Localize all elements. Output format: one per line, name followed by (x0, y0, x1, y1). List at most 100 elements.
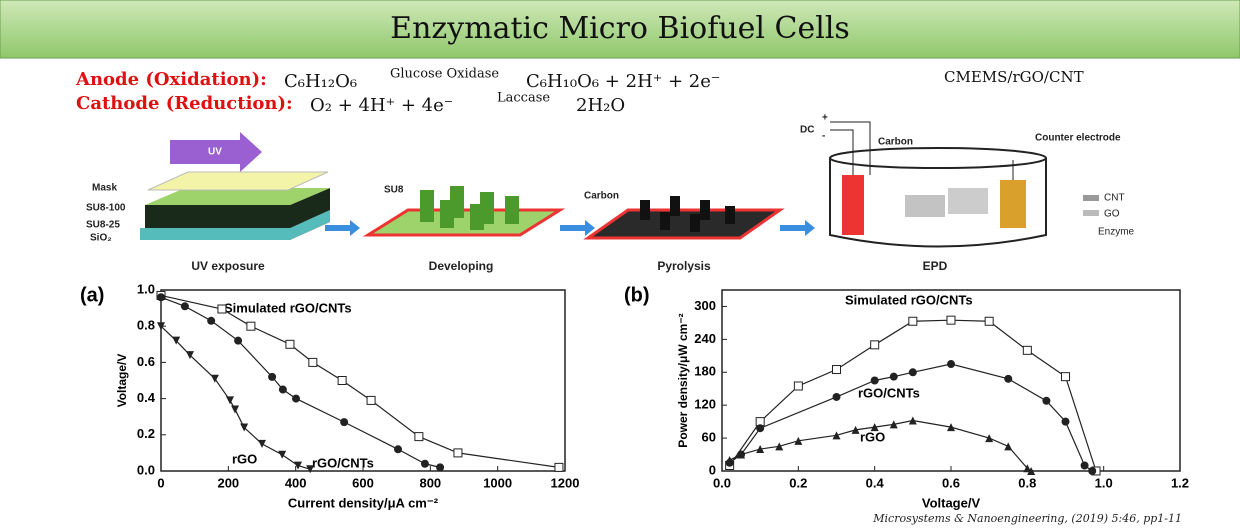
marker (292, 394, 301, 403)
marker (1004, 442, 1013, 451)
marker (185, 351, 194, 360)
marker (794, 436, 803, 445)
marker (908, 416, 917, 425)
marker (1027, 467, 1036, 475)
go-legend: GO (1104, 209, 1120, 220)
marker (294, 461, 303, 470)
marker (337, 376, 347, 385)
anode-reactant: C₆H₁₂O₆ (284, 71, 357, 92)
x-tick-label: 0.0 (713, 475, 731, 490)
y-tick-label: 0.8 (137, 318, 155, 333)
marker (278, 450, 287, 459)
y-tick-label: 300 (694, 298, 716, 313)
marker (1088, 467, 1097, 475)
x-tick-label: 1.0 (1095, 475, 1113, 490)
marker (889, 420, 898, 429)
y-tick-label: 120 (694, 397, 716, 412)
x-tick-label: 1000 (483, 475, 512, 490)
header-bar (0, 0, 1240, 59)
step-label: UV exposure (191, 259, 265, 273)
marker (984, 316, 994, 326)
marker (889, 372, 898, 381)
marker (1042, 396, 1051, 405)
x-tick-label: 400 (285, 475, 307, 490)
counter-electrode-label: Counter electrode (1035, 133, 1121, 144)
plot-frame (160, 289, 566, 472)
y-tick-label: 60 (702, 430, 716, 445)
marker (278, 385, 287, 394)
step-label: Developing (429, 259, 494, 273)
process-diagram: UV Mask SU8-100 SU8-25 SiO₂ SU8 Carbon D… (86, 113, 1135, 274)
mask (147, 171, 329, 191)
marker (436, 463, 445, 472)
x-tick-label: 0.4 (866, 475, 885, 490)
marker (157, 322, 165, 331)
cathode-reactant: O₂ + 4H⁺ + 4e⁻ (310, 95, 453, 116)
series-line (160, 296, 441, 468)
marker (793, 381, 803, 391)
marker (870, 376, 879, 385)
marker (756, 445, 765, 454)
y-tick-label: 240 (694, 331, 716, 346)
x-tick-label: 0.2 (789, 475, 807, 490)
series-line (729, 419, 1032, 472)
marker (308, 357, 318, 367)
annotation: Simulated rGO/CNTs (224, 300, 352, 315)
series-line (729, 363, 1093, 472)
marker (226, 396, 235, 405)
carbon-pillars (640, 196, 735, 232)
marker (870, 423, 879, 432)
marker (775, 442, 784, 451)
marker (210, 374, 219, 383)
su8-25-label: SU8-25 (86, 220, 120, 231)
marker (832, 392, 841, 401)
marker (1004, 374, 1013, 383)
marker (240, 423, 249, 432)
marker (234, 336, 243, 345)
y-tick-label: 0.2 (137, 426, 155, 441)
mask-label: Mask (92, 183, 117, 194)
panel-label: (a) (80, 284, 104, 306)
marker (453, 448, 463, 458)
marker (947, 360, 955, 369)
x-tick-label: 0 (157, 475, 164, 490)
marker (832, 431, 841, 440)
marker (832, 365, 841, 375)
marker (420, 459, 429, 468)
cnt-icon (1083, 195, 1099, 201)
particles (905, 188, 988, 217)
equations: Anode (Oxidation): C₆H₁₂O₆ Glucose Oxida… (75, 67, 1084, 117)
uv-label: UV (208, 147, 222, 158)
x-tick-label: 600 (352, 475, 374, 490)
marker (258, 439, 266, 448)
minus-label: - (822, 131, 825, 142)
marker (908, 316, 918, 326)
marker (947, 423, 955, 432)
chart: 0.0 0.2 0.4 0.6 0.8 1.0 1.2 0 60 120 180 240 300 Volt… (624, 284, 1189, 510)
marker (725, 456, 734, 465)
y-tick-label: 1.0 (137, 281, 155, 296)
marker (1022, 345, 1032, 355)
marker (908, 368, 917, 377)
beaker-rim (829, 147, 1047, 169)
y-axis-label: Power density/μW cm⁻² (676, 313, 690, 447)
marker (1080, 461, 1089, 470)
arrow (560, 220, 595, 236)
marker (231, 405, 240, 414)
cathode-enzyme: Laccase (497, 91, 550, 106)
pillars (420, 186, 519, 230)
marker (870, 340, 880, 350)
marker (737, 450, 746, 459)
sio2-label: SiO₂ (90, 233, 112, 244)
marker (1023, 464, 1032, 473)
y-tick-label: 180 (694, 364, 716, 379)
cathode-label: Cathode (Reduction): (76, 93, 293, 114)
counter-electrode (1000, 180, 1026, 228)
marker (554, 462, 564, 472)
y-tick-label: 0.4 (137, 390, 156, 405)
marker (366, 395, 376, 405)
x-tick-label: 800 (419, 475, 441, 490)
x-axis-label: Current density/μA cm⁻² (288, 495, 439, 510)
marker (207, 316, 216, 325)
dc-label: DC (800, 125, 814, 136)
